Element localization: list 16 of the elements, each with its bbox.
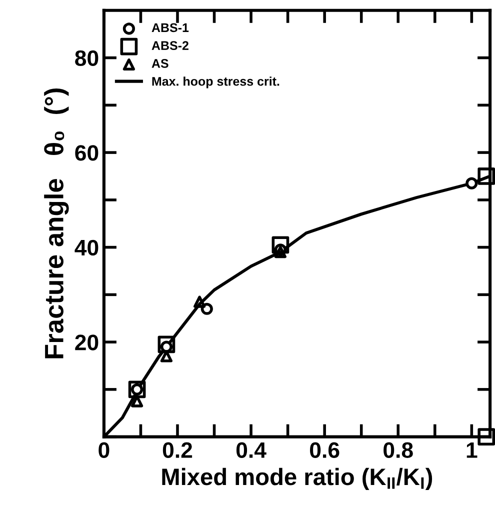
x-tick-label: 0.4 — [236, 442, 266, 458]
legend-label: ABS-2 — [152, 41, 188, 50]
y-tick-label: 20 — [75, 334, 98, 350]
x-tick-label: 0.6 — [310, 442, 340, 458]
legend-label: ABS-1 — [152, 23, 189, 32]
y-tick-label: 40 — [74, 240, 98, 256]
y-axis-title: Fracture angle θ₀ (°) — [44, 88, 69, 358]
legend-label: AS — [152, 59, 168, 68]
legend-label: Max. hoop stress crit. — [152, 76, 280, 88]
x-tick-label: 0.8 — [384, 442, 413, 458]
y-tick-label: 80 — [75, 50, 98, 66]
x-tick-label: 0.2 — [162, 442, 192, 458]
x-tick-label: 0 — [98, 442, 110, 458]
x-axis-title: Mixed mode ratio (K$_{II}$/K$_{I}$) — [162, 468, 432, 490]
x-tick-label: 1 — [466, 442, 478, 458]
y-tick-label: 60 — [75, 145, 98, 161]
